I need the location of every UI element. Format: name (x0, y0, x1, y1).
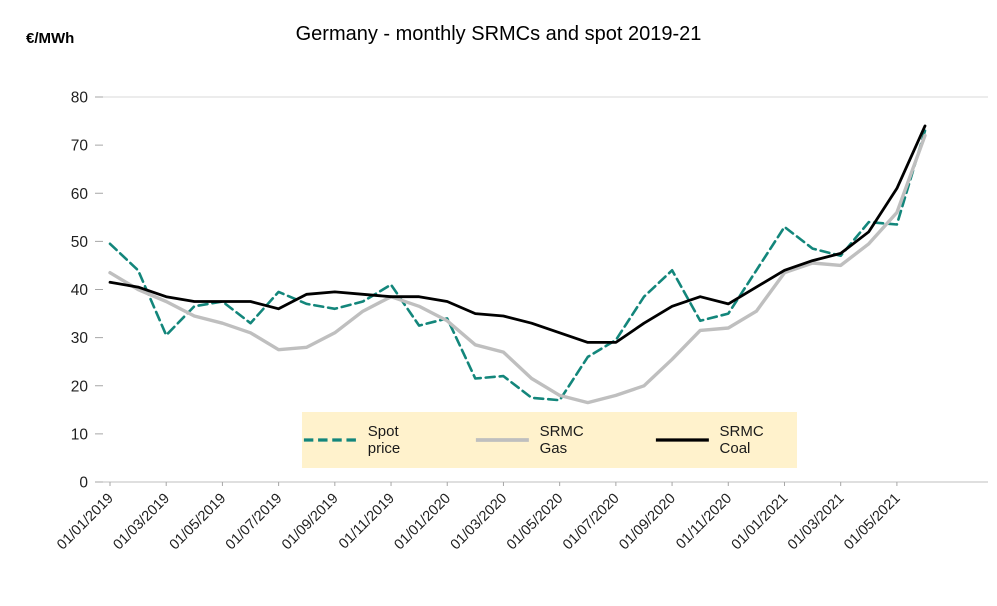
y-tick-label: 40 (71, 282, 89, 299)
series-line-spot-price (108, 129, 927, 402)
srmc-coal-line-swatch-icon (655, 438, 709, 442)
x-tick-label: 01/07/2020 (560, 491, 623, 554)
y-tick-label: 70 (71, 138, 89, 155)
y-tick-label: 0 (79, 475, 88, 492)
x-tick-label: 01/03/2019 (110, 491, 173, 554)
srmc-gas-line-swatch-icon (475, 438, 529, 442)
legend-item-srmc-coal: SRMC Coal (654, 423, 797, 457)
y-tick-label: 20 (71, 378, 89, 395)
legend: Spot price SRMC Gas SRMC Coal (302, 412, 797, 468)
x-tick-label: 01/09/2019 (279, 491, 342, 554)
series-line-srmc-gas (108, 133, 927, 405)
legend-label-spot-price: Spot price (367, 423, 401, 457)
y-axis-unit-label: €/MWh (26, 30, 75, 47)
x-tick-label: 01/11/2020 (673, 491, 735, 553)
x-tick-label: 01/05/2021 (841, 491, 904, 554)
spot-price-line-swatch-icon (303, 438, 357, 442)
x-tick-label: 01/01/2021 (729, 491, 792, 554)
x-tick-label: 01/11/2019 (336, 491, 398, 553)
legend-item-spot-price: Spot price (302, 423, 434, 457)
chart-title: Germany - monthly SRMCs and spot 2019-21 (295, 23, 702, 45)
y-tick-label: 60 (71, 186, 89, 203)
legend-item-srmc-gas: SRMC Gas (474, 423, 614, 457)
y-tick-label: 30 (71, 330, 89, 347)
y-tick-label: 80 (71, 90, 89, 107)
legend-label-srmc-coal: SRMC Coal (719, 423, 764, 457)
legend-label-srmc-gas: SRMC Gas (539, 423, 584, 457)
x-tick-label: 01/03/2020 (448, 491, 511, 554)
y-tick-label: 50 (71, 234, 89, 251)
x-tick-label: 01/05/2019 (167, 491, 230, 554)
x-tick-label: 01/09/2020 (616, 491, 679, 554)
y-tick-label: 10 (71, 426, 89, 443)
series-line-srmc-coal (108, 124, 927, 344)
x-tick-label: 01/07/2019 (223, 491, 286, 554)
x-tick-label: 01/05/2020 (504, 491, 567, 554)
x-tick-label: 01/03/2021 (785, 491, 848, 554)
x-tick-label: 01/01/2020 (391, 491, 454, 554)
x-tick-label: 01/01/2019 (54, 491, 117, 554)
